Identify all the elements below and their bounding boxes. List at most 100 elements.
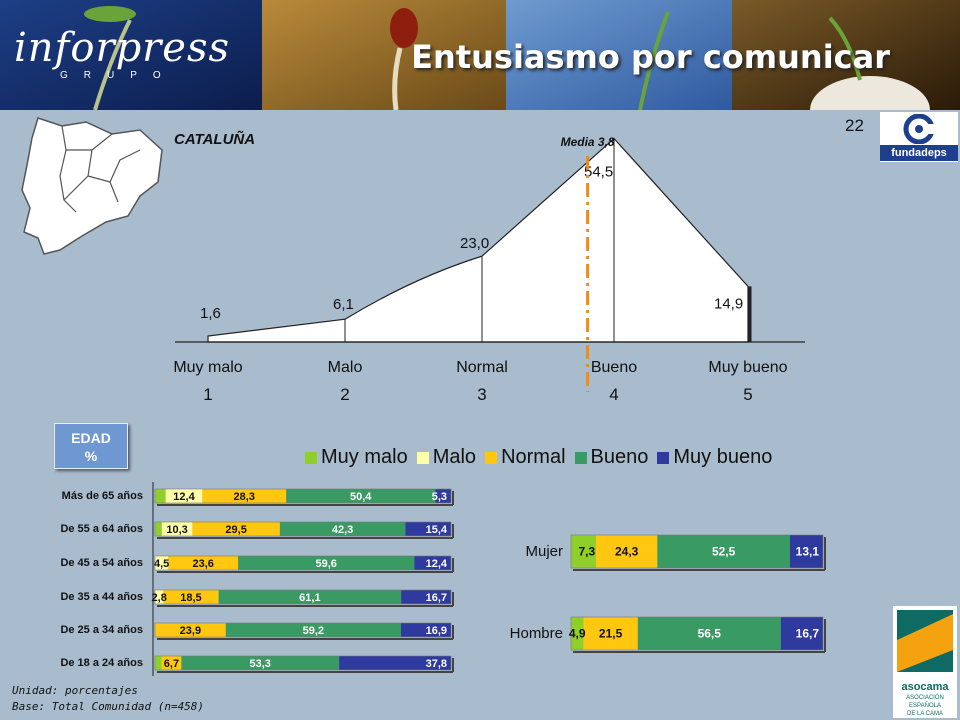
- bar-value-label: 28,3: [234, 491, 255, 503]
- bar-value-label: 50,4: [350, 491, 372, 503]
- bar-segment: [401, 590, 451, 604]
- area-value-label: 1,6: [200, 305, 221, 322]
- bar-segment: [339, 656, 451, 670]
- bar-segment: [155, 489, 166, 503]
- bar-frame: [154, 488, 452, 504]
- bar-segment: [238, 556, 415, 570]
- page-number: 22: [845, 116, 864, 135]
- legend-label: Bueno: [590, 446, 649, 468]
- bar-value-label: 10,3: [166, 524, 187, 536]
- bar-segment: [181, 656, 340, 670]
- bar-segment: [192, 522, 280, 536]
- asocama-mark-icon: [897, 610, 953, 672]
- edad-button[interactable]: EDAD %: [54, 423, 128, 469]
- bar-segment: [279, 522, 406, 536]
- bar-segment: [595, 535, 658, 568]
- bar-segment: [155, 556, 169, 570]
- bar-frame: [154, 589, 452, 605]
- seed-shape: [390, 8, 418, 48]
- bar-value-label: 7,3: [578, 545, 595, 559]
- area-scale-label: 5: [743, 385, 752, 404]
- egg-shape: [810, 76, 930, 110]
- legend-item: Bueno: [574, 446, 649, 469]
- fundadeps-logo: fundadeps: [880, 112, 958, 162]
- asocama-text-line: asocama: [901, 681, 949, 693]
- bar-value-label: 23,9: [180, 625, 201, 637]
- bar-value-label: 4,5: [154, 558, 169, 570]
- legend-item: Normal: [485, 446, 566, 469]
- asocama-text-line: ESPAÑOLA: [909, 703, 941, 709]
- legend-swatch: [416, 451, 429, 464]
- bar-value-label: 23,6: [192, 558, 213, 570]
- gender-category-label: Hombre: [509, 625, 563, 642]
- legend-swatch: [657, 451, 670, 464]
- bar-value-label: 15,4: [426, 524, 448, 536]
- asocama-text-line: ASOCIACIÓN: [906, 695, 944, 701]
- bar-value-label: 61,1: [299, 592, 320, 604]
- bar-segment: [780, 617, 823, 650]
- bar-segment: [161, 522, 193, 536]
- legend-swatch: [574, 451, 587, 464]
- bar-value-label: 18,5: [180, 592, 201, 604]
- legend-label: Malo: [432, 446, 477, 468]
- bar-segment: [577, 535, 596, 568]
- bar-value-label: 52,5: [712, 545, 736, 559]
- age-category-label: De 25 a 34 años: [60, 624, 143, 636]
- sprout-leaf: [84, 6, 136, 22]
- bar-segment: [165, 489, 203, 503]
- legend-item: Muy malo: [305, 446, 408, 469]
- area-category-label: Muy bueno: [708, 359, 787, 376]
- area-value-label: 14,9: [714, 295, 743, 312]
- egg-sprout: [828, 16, 862, 81]
- bar-value-label: 5,3: [432, 491, 447, 503]
- bar-value-label: 29,5: [225, 524, 246, 536]
- mean-label: Media 3,8: [561, 135, 615, 149]
- bar-segment: [225, 623, 401, 637]
- logo-subtext: GRUPO: [60, 70, 177, 81]
- bar-segment: [571, 617, 584, 650]
- bar-segment: [202, 489, 287, 503]
- photo-seed: [262, 0, 506, 110]
- area-scale-label: 4: [609, 385, 618, 404]
- bar-frame: [154, 521, 452, 537]
- bar-value-label: 16,7: [426, 592, 447, 604]
- seed-root: [392, 47, 403, 110]
- photo-glass: [506, 0, 732, 110]
- bar-segment: [218, 590, 402, 604]
- glass-plant: [638, 11, 670, 110]
- bar-value-label: 21,5: [599, 627, 623, 641]
- bar-value-label: 59,6: [316, 558, 337, 570]
- legend-label: Muy bueno: [673, 446, 773, 468]
- asocama-logo: asocama ASOCIACIÓN ESPAÑOLA DE LA CAMA: [893, 606, 957, 718]
- edad-button-line1: EDAD: [71, 430, 111, 446]
- area-shape: [207, 137, 749, 343]
- bar-value-label: 24,3: [615, 545, 639, 559]
- bar-segment: [155, 522, 162, 536]
- bar-segment: [168, 556, 239, 570]
- bar-segment: [405, 522, 451, 536]
- bar-value-label: 16,9: [426, 625, 447, 637]
- legend-label: Normal: [501, 446, 566, 468]
- area-category-label: Normal: [456, 359, 508, 376]
- area-scale-label: 2: [340, 385, 349, 404]
- area-value-label: 54,5: [584, 164, 613, 181]
- bar-segment: [155, 656, 162, 670]
- fundadeps-label: fundadeps: [880, 145, 958, 161]
- bar-frame: [570, 534, 824, 569]
- bar-segment: [155, 623, 226, 637]
- header-banner: inforpress GRUPO Entusiasmo por comunica…: [0, 0, 960, 110]
- area-value-label: 23,0: [460, 235, 489, 252]
- bar-segment: [637, 617, 781, 650]
- bar-value-label: 37,8: [426, 658, 447, 670]
- age-category-label: Más de 65 años: [61, 490, 143, 502]
- bar-segment: [435, 489, 451, 503]
- chart-legend: Muy malo Malo Normal Bueno Muy bueno: [305, 446, 781, 469]
- area-category-label: Malo: [328, 359, 363, 376]
- bar-value-label: 56,5: [698, 627, 722, 641]
- bar-value-label: 53,3: [250, 658, 271, 670]
- bar-value-label: 4,9: [569, 627, 586, 641]
- logo-text: inforpress: [14, 25, 231, 71]
- bar-value-label: 59,2: [303, 625, 324, 637]
